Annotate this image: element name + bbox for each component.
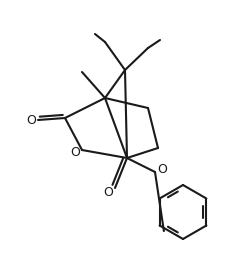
Text: O: O (70, 146, 80, 159)
Text: O: O (157, 162, 167, 176)
Text: O: O (103, 185, 113, 198)
Text: O: O (26, 113, 36, 126)
